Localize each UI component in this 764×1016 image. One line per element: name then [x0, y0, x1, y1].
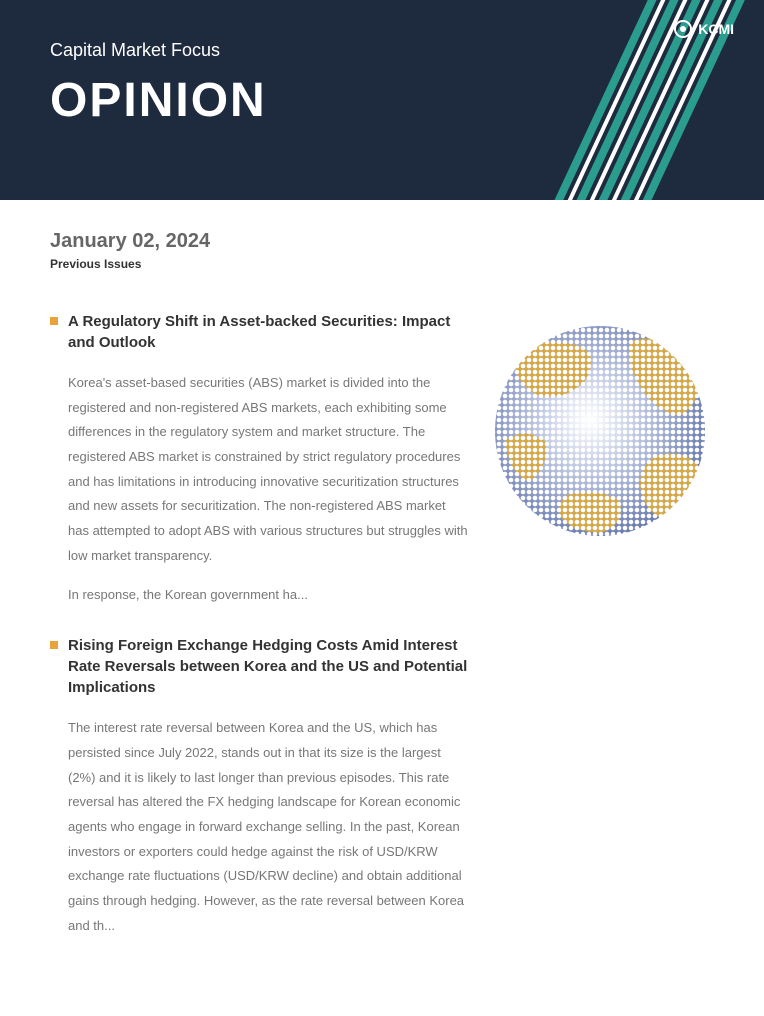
articles-column: A Regulatory Shift in Asset-backed Secur… — [50, 311, 470, 966]
kcmi-logo-text: KCMI — [698, 21, 734, 37]
article-title-text: Rising Foreign Exchange Hedging Costs Am… — [68, 635, 470, 698]
header-title: OPINION — [50, 73, 714, 128]
article-item: A Regulatory Shift in Asset-backed Secur… — [50, 311, 470, 607]
bullet-icon — [50, 317, 58, 325]
article-body: Korea's asset-based securities (ABS) mar… — [68, 371, 470, 607]
bullet-icon — [50, 641, 58, 649]
article-paragraph: The interest rate reversal between Korea… — [68, 716, 470, 938]
article-title-row[interactable]: A Regulatory Shift in Asset-backed Secur… — [50, 311, 470, 353]
content-area: January 02, 2024 Previous Issues A Regul… — [0, 200, 764, 1016]
article-body: The interest rate reversal between Korea… — [68, 716, 470, 938]
header-subtitle: Capital Market Focus — [50, 40, 714, 61]
article-title-row[interactable]: Rising Foreign Exchange Hedging Costs Am… — [50, 635, 470, 698]
article-title-text: A Regulatory Shift in Asset-backed Secur… — [68, 311, 470, 353]
globe-graphic — [490, 321, 710, 541]
article-row: A Regulatory Shift in Asset-backed Secur… — [50, 311, 714, 966]
article-paragraph: Korea's asset-based securities (ABS) mar… — [68, 371, 470, 569]
article-paragraph: In response, the Korean government ha... — [68, 583, 470, 608]
kcmi-logo: KCMI — [674, 20, 734, 38]
issue-date: January 02, 2024 — [50, 230, 714, 253]
page-header: KCMI Capital Market Focus OPINION — [0, 0, 764, 200]
kcmi-logo-icon — [674, 20, 692, 38]
article-item: Rising Foreign Exchange Hedging Costs Am… — [50, 635, 470, 938]
previous-issues-link[interactable]: Previous Issues — [50, 257, 714, 271]
